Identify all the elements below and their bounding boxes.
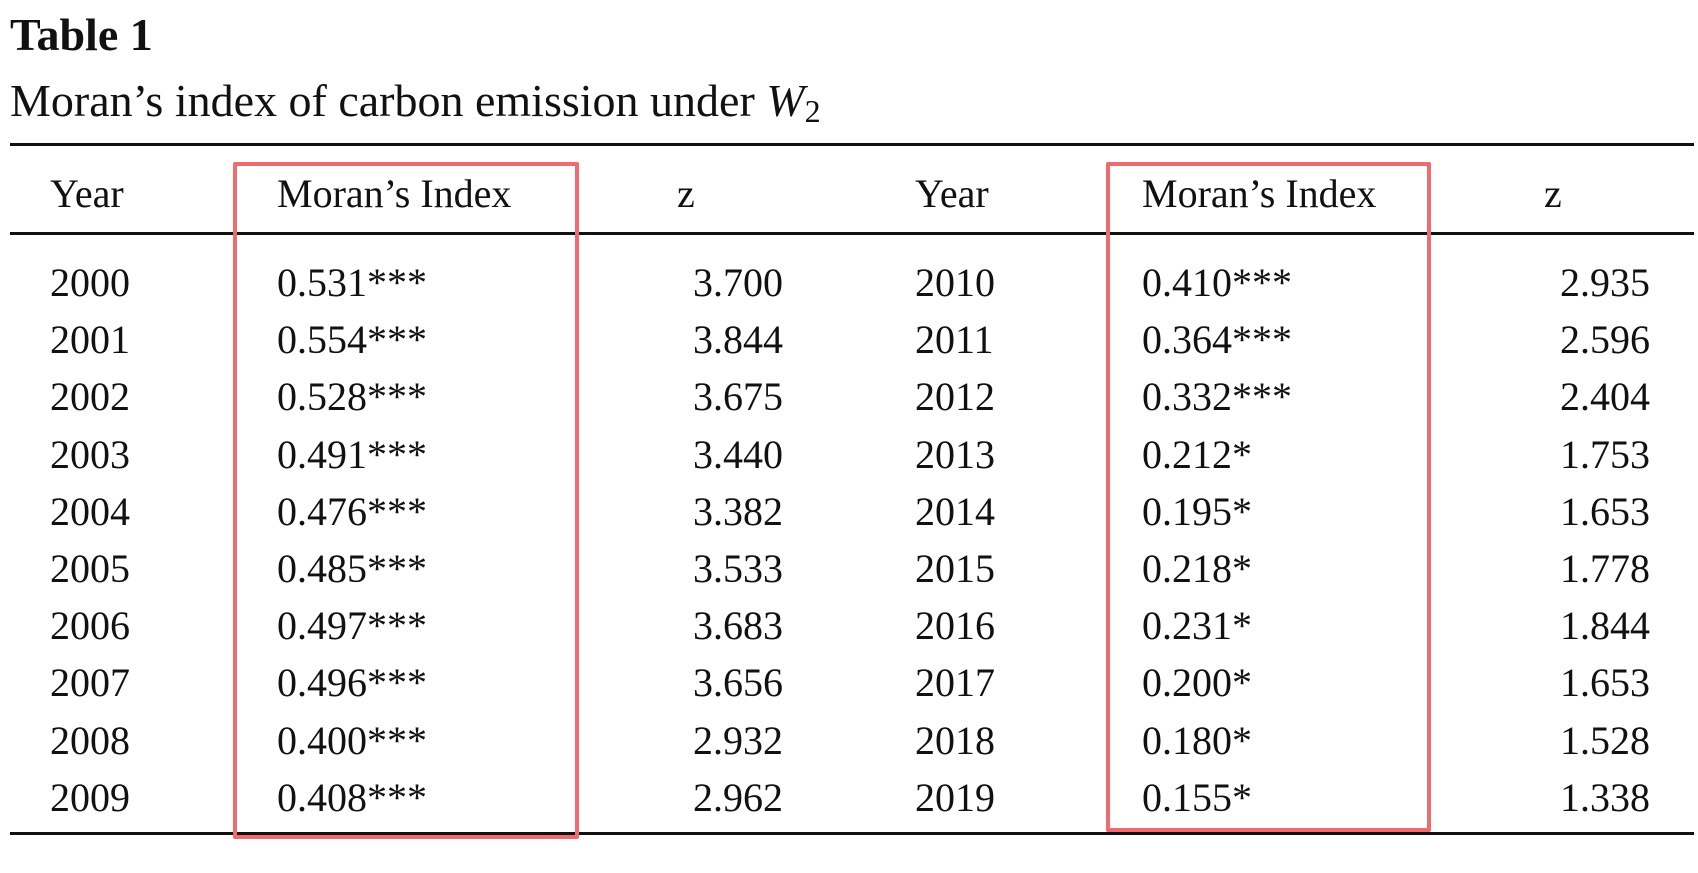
table-header-rule: [10, 232, 1694, 235]
cell-year-right: 2011: [915, 317, 994, 362]
cell-year-right: 2010: [915, 260, 995, 305]
cell-moran-index-left: 0.528***: [277, 374, 427, 419]
cell-moran-index-left: 0.497***: [277, 603, 427, 648]
cell-year-left: 2006: [50, 603, 130, 648]
cell-moran-index-right: 0.200*: [1142, 660, 1252, 705]
cell-year-left: 2000: [50, 260, 130, 305]
cell-z-right: 1.844: [1560, 603, 1650, 648]
cell-year-right: 2016: [915, 603, 995, 648]
cell-z-left: 3.656: [693, 660, 783, 705]
cell-z-right: 1.753: [1560, 432, 1650, 477]
cell-z-left: 3.533: [693, 546, 783, 591]
cell-z-left: 3.683: [693, 603, 783, 648]
cell-year-right: 2017: [915, 660, 995, 705]
cell-z-right: 1.338: [1560, 775, 1650, 820]
table-top-rule: [10, 143, 1694, 146]
cell-z-right: 1.778: [1560, 546, 1650, 591]
cell-z-left: 3.844: [693, 317, 783, 362]
cell-moran-index-left: 0.485***: [277, 546, 427, 591]
header-year-left: Year: [50, 171, 124, 216]
header-z-left: z: [677, 171, 695, 216]
caption-variable: W: [766, 75, 805, 126]
cell-year-left: 2009: [50, 775, 130, 820]
table-label: Table 1: [10, 9, 153, 60]
cell-year-left: 2003: [50, 432, 130, 477]
cell-z-right: 2.404: [1560, 374, 1650, 419]
caption-text: Moran’s index of carbon emission under: [10, 75, 767, 126]
cell-year-right: 2019: [915, 775, 995, 820]
cell-z-right: 1.528: [1560, 718, 1650, 763]
cell-year-right: 2013: [915, 432, 995, 477]
cell-year-left: 2005: [50, 546, 130, 591]
cell-moran-index-right: 0.212*: [1142, 432, 1252, 477]
table-caption: Moran’s index of carbon emission under W…: [10, 75, 821, 129]
highlight-box-right: [1106, 162, 1431, 832]
cell-moran-index-right: 0.195*: [1142, 489, 1252, 534]
header-moran-index-left: Moran’s Index: [277, 171, 512, 216]
header-z-right: z: [1544, 171, 1562, 216]
cell-z-left: 3.675: [693, 374, 783, 419]
cell-moran-index-left: 0.554***: [277, 317, 427, 362]
cell-moran-index-left: 0.408***: [277, 775, 427, 820]
caption-subscript: 2: [804, 93, 821, 129]
table-bottom-rule: [10, 832, 1694, 835]
cell-moran-index-right: 0.332***: [1142, 374, 1292, 419]
cell-year-right: 2015: [915, 546, 995, 591]
cell-moran-index-right: 0.180*: [1142, 718, 1252, 763]
cell-year-right: 2012: [915, 374, 995, 419]
cell-year-right: 2014: [915, 489, 995, 534]
cell-z-right: 1.653: [1560, 660, 1650, 705]
cell-year-left: 2007: [50, 660, 130, 705]
cell-z-left: 3.700: [693, 260, 783, 305]
cell-moran-index-right: 0.231*: [1142, 603, 1252, 648]
cell-z-right: 1.653: [1560, 489, 1650, 534]
cell-moran-index-left: 0.496***: [277, 660, 427, 705]
cell-moran-index-right: 0.218*: [1142, 546, 1252, 591]
header-year-right: Year: [915, 171, 989, 216]
cell-moran-index-left: 0.531***: [277, 260, 427, 305]
cell-moran-index-left: 0.400***: [277, 718, 427, 763]
cell-year-left: 2001: [50, 317, 130, 362]
cell-year-right: 2018: [915, 718, 995, 763]
cell-z-right: 2.596: [1560, 317, 1650, 362]
cell-z-left: 3.382: [693, 489, 783, 534]
cell-year-left: 2002: [50, 374, 130, 419]
cell-z-right: 2.935: [1560, 260, 1650, 305]
cell-z-left: 2.962: [693, 775, 783, 820]
cell-z-left: 3.440: [693, 432, 783, 477]
cell-moran-index-left: 0.476***: [277, 489, 427, 534]
cell-year-left: 2008: [50, 718, 130, 763]
cell-moran-index-left: 0.491***: [277, 432, 427, 477]
header-moran-index-right: Moran’s Index: [1142, 171, 1377, 216]
cell-moran-index-right: 0.155*: [1142, 775, 1252, 820]
cell-z-left: 2.932: [693, 718, 783, 763]
cell-moran-index-right: 0.364***: [1142, 317, 1292, 362]
highlight-box-left: [233, 162, 579, 839]
cell-year-left: 2004: [50, 489, 130, 534]
cell-moran-index-right: 0.410***: [1142, 260, 1292, 305]
